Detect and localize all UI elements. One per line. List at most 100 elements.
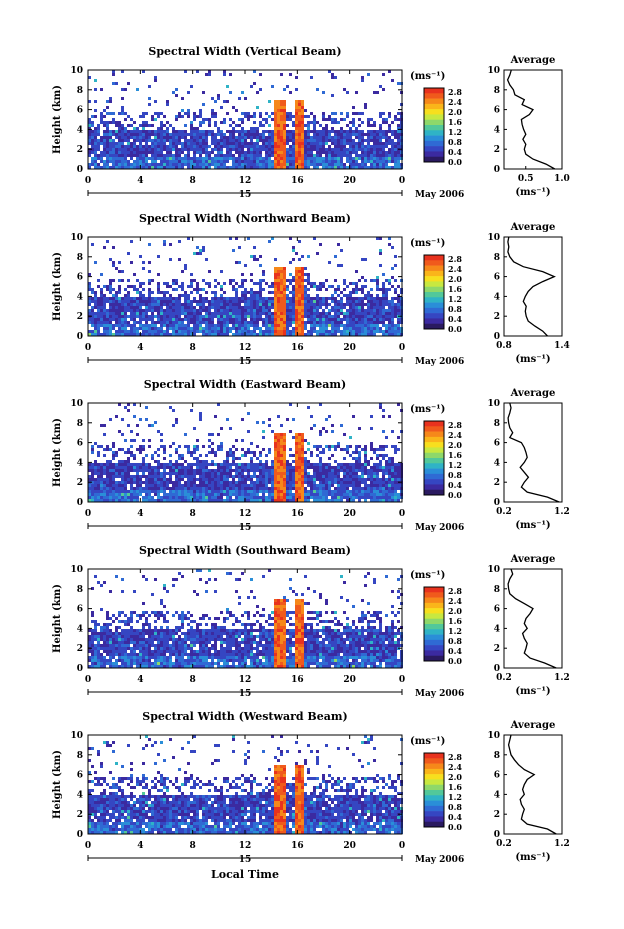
profile-x-tick-label: 0.5	[518, 174, 534, 184]
colorbar-swatch	[424, 602, 444, 609]
colorbar-unit: (ms⁻¹)	[410, 736, 445, 747]
colorbar-swatch	[424, 130, 444, 136]
colorbar-tick-label: 0.8	[448, 470, 462, 480]
panel-title: Spectral Width (Eastward Beam)	[144, 378, 346, 391]
colorbar-unit: (ms⁻¹)	[410, 71, 445, 82]
heatmap-field	[88, 403, 403, 502]
profile-y-tick-label: 10	[487, 233, 500, 243]
colorbar-tick-label: 0.4	[448, 314, 462, 324]
x-tick-label: 8	[190, 509, 196, 519]
colorbar-swatch	[424, 618, 444, 625]
colorbar-tick-label: 0.4	[448, 480, 462, 490]
panel-title: Spectral Width (Northward Beam)	[139, 212, 351, 225]
colorbar-swatch	[424, 426, 444, 432]
profile-y-tick-label: 2	[494, 312, 500, 322]
profile-x-tick-label: 1.4	[554, 341, 570, 351]
colorbar-tick-label: 2.0	[448, 107, 462, 117]
y-tick-label: 2	[77, 478, 83, 488]
profile-y-tick-label: 10	[487, 66, 500, 76]
profile-frame	[503, 69, 563, 170]
heatmap-field	[88, 569, 403, 668]
profile-y-tick-label: 0	[494, 332, 500, 342]
colorbar-tick-label: 2.8	[448, 752, 462, 762]
colorbar-tick-label: 1.2	[448, 792, 462, 802]
colorbar-swatch	[424, 114, 444, 121]
colorbar-swatch	[424, 624, 444, 630]
y-tick-label: 4	[77, 790, 83, 800]
colorbar-swatch	[424, 151, 444, 158]
colorbar-swatch	[424, 489, 444, 496]
colorbar-swatch	[424, 431, 444, 438]
colorbar-swatch	[424, 156, 444, 163]
profile-y-tick-label: 0	[494, 165, 500, 175]
y-tick-label: 0	[77, 165, 83, 175]
colorbar-swatch	[424, 255, 444, 261]
colorbar-swatch	[424, 484, 444, 491]
colorbar-tick-label: 2.0	[448, 606, 462, 616]
profile-title: Average	[510, 388, 556, 399]
profile-x-label: (ms⁻¹)	[515, 187, 550, 198]
profile-x-label: (ms⁻¹)	[515, 686, 550, 697]
profile-y-tick-label: 8	[494, 751, 500, 761]
y-tick-label: 0	[77, 830, 83, 840]
day-label: 15	[239, 190, 252, 200]
colorbar-swatch	[424, 805, 444, 812]
profile-x-tick-label: 0.2	[496, 839, 512, 849]
x-tick-label: 16	[291, 176, 304, 186]
colorbar-tick-label: 1.6	[448, 782, 462, 792]
y-tick-label: 10	[70, 399, 83, 409]
panel-title: Spectral Width (Southward Beam)	[139, 544, 351, 557]
colorbar-swatch	[424, 645, 444, 651]
y-tick-label: 10	[70, 233, 83, 243]
profile-line	[507, 568, 557, 669]
y-tick-label: 2	[77, 810, 83, 820]
profile-x-label: (ms⁻¹)	[515, 852, 550, 863]
profile-x-tick-label: 0.2	[496, 507, 512, 517]
y-tick-label: 4	[77, 292, 83, 302]
colorbar-swatch	[424, 103, 444, 110]
y-tick-label: 8	[77, 253, 83, 263]
profile-y-tick-label: 4	[494, 790, 500, 800]
colorbar-tick-label: 0.8	[448, 802, 462, 812]
colorbar-swatch	[424, 613, 444, 620]
heatmap-field	[88, 70, 403, 169]
profile-frame	[503, 734, 563, 835]
colorbar-swatch	[424, 608, 444, 614]
day-label: 15	[239, 855, 252, 865]
x-tick-label: 4	[137, 176, 143, 186]
date-label: May 2006	[415, 190, 464, 200]
colorbar-tick-label: 0.8	[448, 137, 462, 147]
profile-y-tick-label: 4	[494, 292, 500, 302]
profile-line	[507, 402, 560, 503]
colorbar-swatch	[424, 442, 444, 448]
profile-y-tick-label: 8	[494, 419, 500, 429]
date-label: May 2006	[415, 357, 464, 367]
colorbar-swatch	[424, 795, 444, 801]
profile-y-tick-label: 10	[487, 565, 500, 575]
colorbar-tick-label: 1.6	[448, 284, 462, 294]
y-tick-label: 4	[77, 624, 83, 634]
x-tick-label: 12	[239, 675, 252, 685]
colorbar-tick-label: 1.6	[448, 117, 462, 127]
colorbar-unit: (ms⁻¹)	[410, 238, 445, 249]
colorbar-tick-label: 1.6	[448, 450, 462, 460]
profile-line	[507, 734, 557, 835]
x-tick-label: 0	[85, 675, 91, 685]
y-tick-label: 6	[77, 771, 83, 781]
x-tick-label: 0	[399, 509, 405, 519]
colorbar-tick-label: 2.0	[448, 274, 462, 284]
colorbar-tick-label: 2.4	[448, 430, 462, 440]
x-tick-label: 8	[190, 176, 196, 186]
profile-x-label: (ms⁻¹)	[515, 520, 550, 531]
x-tick-label: 4	[137, 509, 143, 519]
profile-y-tick-label: 4	[494, 624, 500, 634]
y-axis-label: Height (km)	[52, 85, 63, 154]
colorbar-tick-label: 1.6	[448, 616, 462, 626]
x-tick-label: 12	[239, 841, 252, 851]
x-tick-label: 0	[85, 509, 91, 519]
colorbar-frame	[423, 420, 445, 496]
x-tick-label: 16	[291, 841, 304, 851]
colorbar-swatch	[424, 597, 444, 604]
y-tick-label: 6	[77, 605, 83, 615]
profile-y-tick-label: 2	[494, 644, 500, 654]
